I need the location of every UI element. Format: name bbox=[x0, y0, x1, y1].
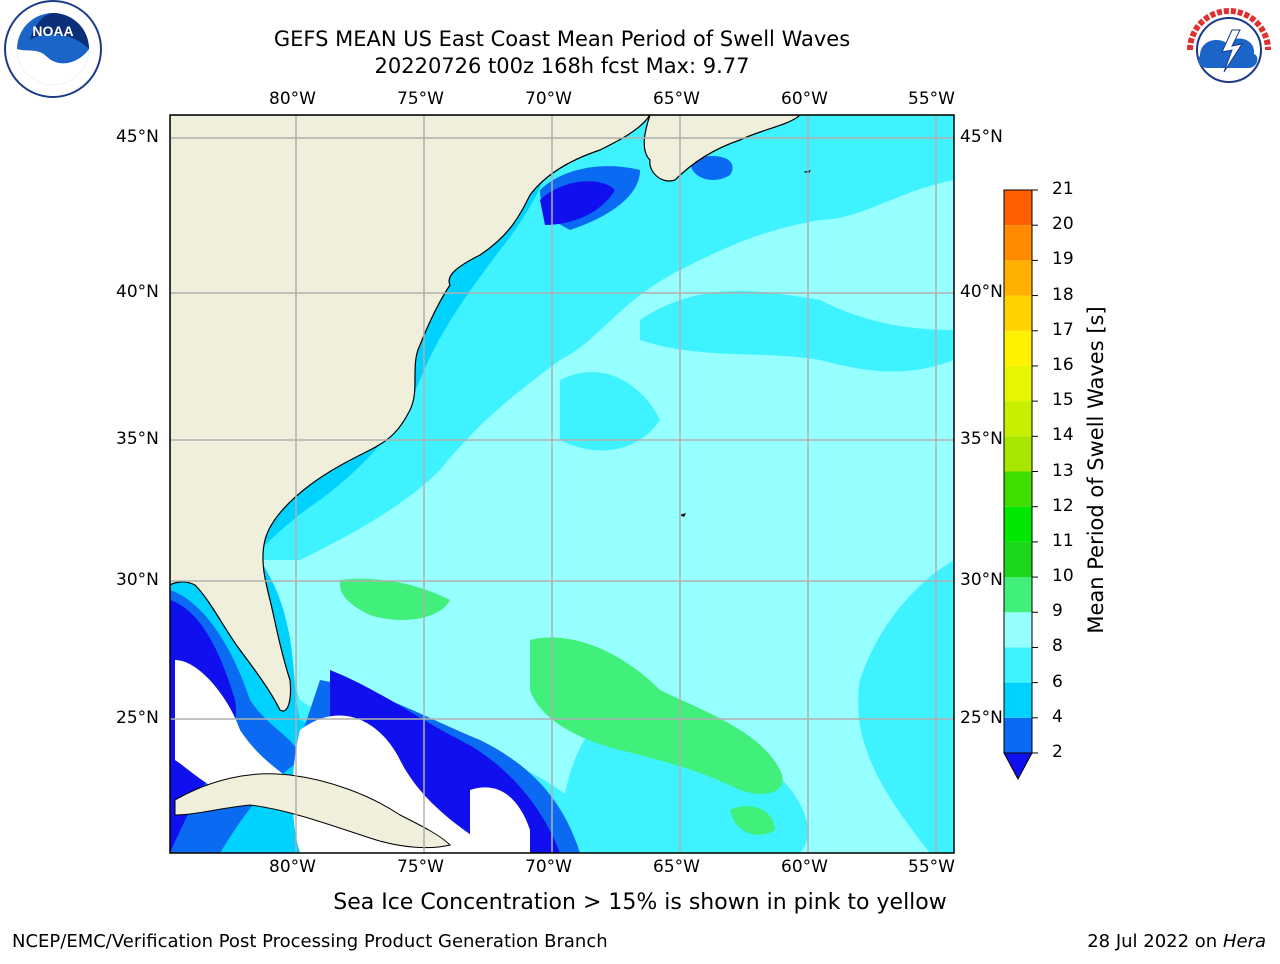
lat-label-right: 30°N bbox=[960, 570, 1003, 590]
lon-label-bottom: 75°W bbox=[397, 857, 444, 877]
lon-label-top: 75°W bbox=[397, 89, 444, 109]
colorbar-segment bbox=[1004, 647, 1032, 683]
colorbar-tick-label: 8 bbox=[1052, 636, 1063, 657]
lon-label-top: 70°W bbox=[525, 89, 572, 109]
colorbar-tick-label: 20 bbox=[1052, 214, 1074, 235]
nws-logo bbox=[1178, 0, 1280, 104]
lat-label-left: 35°N bbox=[116, 429, 159, 449]
colorbar-extend-arrow bbox=[1003, 752, 1033, 781]
colorbar-segment bbox=[1004, 471, 1032, 507]
colorbar-tick-label: 15 bbox=[1052, 390, 1074, 411]
colorbar-segment bbox=[1004, 225, 1032, 261]
colorbar-tick-label: 13 bbox=[1052, 460, 1074, 481]
colorbar-tick-label: 2 bbox=[1052, 742, 1063, 762]
lon-label-top: 55°W bbox=[908, 89, 955, 109]
colorbar-tick-label: 19 bbox=[1052, 249, 1074, 270]
lat-label-left: 25°N bbox=[116, 708, 159, 728]
lat-label-right: 35°N bbox=[960, 429, 1003, 449]
footer-machine: Hera bbox=[1222, 931, 1266, 952]
lon-label-top: 80°W bbox=[269, 89, 316, 109]
footer-credit: NCEP/EMC/Verification Post Processing Pr… bbox=[12, 931, 608, 952]
lon-label-bottom: 55°W bbox=[908, 857, 955, 877]
colorbar-segment bbox=[1004, 717, 1032, 753]
svg-text:NOAA: NOAA bbox=[32, 23, 73, 39]
colorbar-tick-label: 16 bbox=[1052, 354, 1074, 375]
colorbar-tick-label: 21 bbox=[1052, 179, 1074, 199]
colorbar-segment bbox=[1004, 365, 1032, 402]
colorbar-segment bbox=[1004, 506, 1032, 542]
lon-label-bottom: 80°W bbox=[269, 857, 316, 877]
chart-subtitle: 20220726 t00z 168h fcst Max: 9.77 bbox=[374, 54, 750, 78]
colorbar-tick-label: 4 bbox=[1052, 706, 1063, 727]
noaa-logo: NOAA bbox=[0, 0, 106, 106]
lat-label-left: 45°N bbox=[116, 127, 159, 147]
colorbar-tick-label: 11 bbox=[1052, 530, 1074, 551]
sea-ice-note: Sea Ice Concentration > 15% is shown in … bbox=[333, 890, 947, 915]
lat-label-left: 40°N bbox=[116, 282, 159, 302]
colorbar-segment bbox=[1004, 190, 1032, 226]
map-field bbox=[170, 115, 954, 853]
colorbar-tick-label: 10 bbox=[1052, 566, 1074, 587]
colorbar-segment bbox=[1004, 330, 1032, 366]
colorbar-segment bbox=[1004, 541, 1032, 578]
lat-label-right: 45°N bbox=[960, 127, 1003, 147]
colorbar-segment bbox=[1004, 612, 1032, 648]
lon-label-bottom: 70°W bbox=[525, 857, 572, 877]
graticule bbox=[170, 115, 954, 853]
colorbar-tick-label: 18 bbox=[1052, 284, 1074, 305]
lon-label-top: 65°W bbox=[653, 89, 700, 109]
lat-label-left: 30°N bbox=[116, 570, 159, 590]
chart-title: GEFS MEAN US East Coast Mean Period of S… bbox=[273, 27, 851, 51]
colorbar-tick-label: 6 bbox=[1052, 671, 1063, 692]
lat-label-right: 40°N bbox=[960, 282, 1003, 302]
colorbar bbox=[1003, 189, 1038, 781]
colorbar-segment bbox=[1004, 436, 1032, 472]
colorbar-segment bbox=[1004, 260, 1032, 296]
lon-label-bottom: 60°W bbox=[781, 857, 828, 877]
colorbar-segment bbox=[1004, 401, 1032, 437]
colorbar-tick-label: 17 bbox=[1052, 319, 1074, 340]
colorbar-segment bbox=[1004, 577, 1032, 613]
colorbar-tick-label: 9 bbox=[1052, 601, 1063, 622]
lon-label-bottom: 65°W bbox=[653, 857, 700, 877]
lat-label-right: 25°N bbox=[960, 708, 1003, 728]
footer-date-text: 28 Jul 2022 on bbox=[1087, 931, 1223, 952]
colorbar-segment bbox=[1004, 295, 1032, 331]
colorbar-tick-label: 14 bbox=[1052, 425, 1074, 446]
lon-label-top: 60°W bbox=[781, 89, 828, 109]
colorbar-tick-label: 12 bbox=[1052, 495, 1074, 516]
colorbar-title: Mean Period of Swell Waves [s] bbox=[1084, 306, 1108, 634]
footer-date: 28 Jul 2022 on Hera bbox=[1087, 931, 1266, 952]
colorbar-segment bbox=[1004, 682, 1032, 718]
